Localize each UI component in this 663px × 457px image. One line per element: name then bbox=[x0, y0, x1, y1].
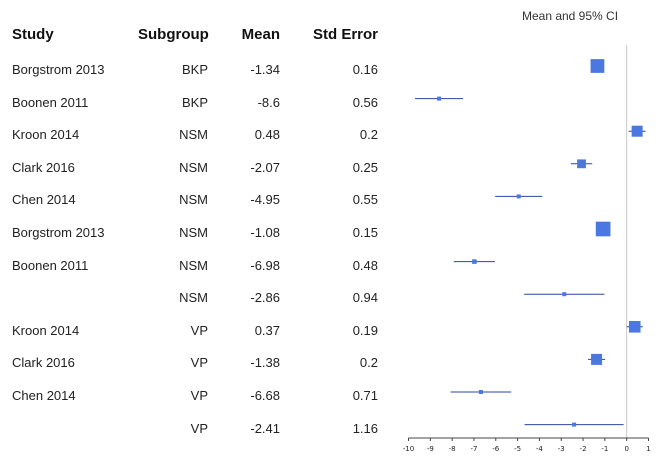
table-row: Clark 2016 NSM -2.07 0.25 bbox=[0, 160, 400, 180]
table-row: Kroon 2014 NSM 0.48 0.2 bbox=[0, 127, 400, 147]
mean-cell: -2.86 bbox=[250, 290, 280, 306]
mean-marker bbox=[478, 390, 483, 394]
study-cell: Boonen 2011 bbox=[12, 94, 89, 110]
study-cell: Borgstrom 2013 bbox=[12, 225, 105, 240]
table-row: VP -2.41 1.16 bbox=[0, 421, 400, 441]
mean-column-header: Mean bbox=[241, 26, 280, 43]
subgroup-cell: NSM bbox=[179, 257, 208, 273]
std-error-column-header: Std Error bbox=[312, 26, 378, 43]
study-cell: Borgstrom 2013 bbox=[12, 62, 105, 77]
study-cell: Clark 2016 bbox=[12, 159, 75, 175]
x-tick-label: -3 bbox=[558, 445, 565, 453]
subgroup-cell: NSM bbox=[179, 127, 208, 143]
mean-cell: -6.98 bbox=[250, 257, 280, 273]
table-row: Boonen 2011 BKP -8.6 0.56 bbox=[0, 95, 400, 115]
x-tick-label: -2 bbox=[580, 445, 587, 453]
x-tick-label: 1 bbox=[646, 445, 650, 453]
study-cell: Chen 2014 bbox=[12, 192, 76, 208]
mean-marker bbox=[562, 292, 567, 297]
table-row: NSM -2.86 0.94 bbox=[0, 290, 400, 310]
x-tick-label: -10 bbox=[403, 445, 414, 453]
subgroup-column-header: Subgroup bbox=[138, 26, 209, 43]
mean-marker bbox=[591, 353, 603, 365]
x-tick-label: -8 bbox=[449, 445, 456, 453]
subgroup-cell: VP bbox=[190, 388, 208, 403]
x-tick-label: -4 bbox=[536, 445, 544, 453]
study-cell: Chen 2014 bbox=[12, 388, 76, 403]
mean-cell: -2.41 bbox=[250, 420, 280, 436]
table-row: Kroon 2014 VP 0.37 0.19 bbox=[0, 323, 400, 343]
std-error-cell: 0.94 bbox=[352, 290, 378, 306]
std-error-cell: 0.2 bbox=[359, 355, 378, 371]
mean-marker bbox=[590, 59, 605, 73]
subgroup-cell: VP bbox=[190, 420, 208, 436]
table-row: Clark 2016 VP -1.38 0.2 bbox=[0, 355, 400, 375]
mean-marker bbox=[572, 422, 577, 427]
mean-cell: -1.38 bbox=[250, 355, 280, 371]
subgroup-cell: BKP bbox=[181, 94, 208, 110]
mean-cell: 0.48 bbox=[254, 127, 280, 143]
std-error-cell: 0.56 bbox=[352, 94, 378, 110]
table-row: Chen 2014 NSM -4.95 0.55 bbox=[0, 192, 400, 212]
mean-marker bbox=[472, 259, 477, 264]
mean-cell: -1.34 bbox=[250, 62, 280, 77]
mean-cell: 0.37 bbox=[254, 322, 280, 338]
mean-cell: -1.08 bbox=[250, 225, 280, 240]
mean-marker bbox=[595, 221, 611, 237]
mean-marker bbox=[628, 321, 641, 333]
x-tick-label: 0 bbox=[624, 445, 628, 453]
mean-marker bbox=[631, 125, 643, 137]
subgroup-cell: NSM bbox=[179, 290, 208, 306]
table-row: Boonen 2011 NSM -6.98 0.48 bbox=[0, 258, 400, 278]
study-cell: Kroon 2014 bbox=[12, 127, 80, 143]
std-error-cell: 0.2 bbox=[359, 127, 378, 143]
mean-marker bbox=[577, 159, 586, 169]
plot-title: Mean and 95% CI bbox=[521, 9, 619, 23]
mean-marker bbox=[516, 194, 521, 199]
x-tick-label: -6 bbox=[492, 445, 500, 453]
x-tick-label: -1 bbox=[601, 445, 608, 453]
subgroup-cell: VP bbox=[190, 355, 208, 371]
table-row: Chen 2014 VP -6.68 0.71 bbox=[0, 388, 400, 408]
std-error-cell: 0.16 bbox=[352, 62, 378, 77]
std-error-cell: 0.55 bbox=[352, 192, 378, 208]
subgroup-cell: NSM bbox=[179, 225, 208, 240]
study-cell: Kroon 2014 bbox=[12, 322, 80, 338]
table-row: Borgstrom 2013 NSM -1.08 0.15 bbox=[0, 225, 400, 245]
subgroup-cell: NSM bbox=[179, 192, 208, 208]
std-error-cell: 0.15 bbox=[352, 225, 378, 240]
mean-marker bbox=[437, 96, 442, 101]
std-error-cell: 0.71 bbox=[352, 388, 378, 403]
x-tick-label: -9 bbox=[427, 445, 434, 453]
std-error-cell: 1.16 bbox=[352, 420, 378, 436]
x-tick-label: -5 bbox=[514, 445, 521, 453]
mean-cell: -4.95 bbox=[250, 192, 280, 208]
subgroup-cell: BKP bbox=[181, 62, 208, 77]
study-cell: Boonen 2011 bbox=[12, 257, 89, 273]
study-cell: Clark 2016 bbox=[12, 355, 75, 371]
std-error-cell: 0.25 bbox=[352, 159, 378, 175]
subgroup-cell: VP bbox=[190, 322, 208, 338]
std-error-cell: 0.19 bbox=[352, 322, 378, 338]
subgroup-cell: NSM bbox=[179, 159, 208, 175]
mean-cell: -2.07 bbox=[250, 159, 280, 175]
study-column-header: Study bbox=[12, 26, 54, 43]
table-row: Borgstrom 2013 BKP -1.34 0.16 bbox=[0, 62, 400, 82]
x-tick-label: -7 bbox=[470, 445, 477, 453]
mean-cell: -8.6 bbox=[257, 94, 280, 110]
mean-cell: -6.68 bbox=[250, 388, 280, 403]
std-error-cell: 0.48 bbox=[352, 257, 378, 273]
